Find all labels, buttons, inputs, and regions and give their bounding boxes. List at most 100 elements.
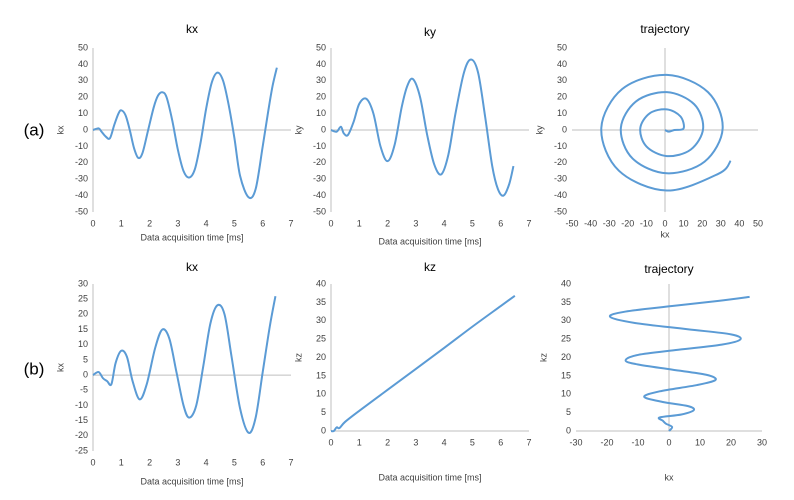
x-tick-label: 6 (498, 437, 503, 447)
y-tick-label: -40 (75, 190, 88, 200)
y-tick-label: 5 (321, 407, 326, 417)
y-tick-label: -20 (313, 157, 326, 167)
x-tick-label: 10 (695, 437, 705, 447)
x-tick-label: 1 (119, 457, 124, 467)
y-tick-label: 0 (562, 124, 567, 134)
chart-title: kz (424, 260, 436, 274)
data-line (600, 73, 732, 192)
x-tick-label: 2 (385, 437, 390, 447)
y-tick-label: 35 (561, 297, 571, 307)
chart-title: trajectory (640, 22, 689, 36)
y-tick-label: 40 (78, 59, 88, 69)
y-tick-label: -40 (313, 190, 326, 200)
x-tick-label: -20 (621, 218, 634, 228)
y-tick-label: -10 (313, 141, 326, 151)
x-tick-label: 4 (442, 218, 447, 228)
x-tick-label: 0 (328, 218, 333, 228)
y-tick-label: 10 (557, 108, 567, 118)
x-tick-label: -10 (640, 218, 653, 228)
x-tick-label: 40 (734, 218, 744, 228)
y-tick-label: 20 (561, 352, 571, 362)
y-tick-label: -25 (75, 445, 88, 455)
x-axis-label: kx (665, 472, 675, 482)
x-tick-label: 0 (90, 457, 95, 467)
y-tick-label: 10 (78, 108, 88, 118)
y-tick-label: 30 (78, 75, 88, 85)
y-tick-label: -5 (80, 385, 88, 395)
y-tick-label: 10 (78, 339, 88, 349)
y-tick-label: 5 (83, 354, 88, 364)
y-axis-label: kx (55, 125, 65, 135)
x-tick-label: -40 (584, 218, 597, 228)
data-line (92, 67, 278, 200)
x-tick-label: 3 (175, 218, 180, 228)
y-tick-label: 0 (83, 369, 88, 379)
x-axis-label: Data acquisition time [ms] (378, 472, 481, 482)
y-tick-label: 40 (561, 278, 571, 288)
y-axis-label: ky (534, 125, 544, 135)
y-tick-label: 15 (78, 324, 88, 334)
y-tick-label: 30 (78, 278, 88, 288)
y-tick-label: 10 (316, 108, 326, 118)
x-tick-label: 0 (328, 437, 333, 447)
x-tick-label: -50 (565, 218, 578, 228)
x-tick-label: 1 (357, 218, 362, 228)
y-tick-label: 20 (316, 352, 326, 362)
x-tick-label: 3 (175, 457, 180, 467)
y-tick-label: -15 (75, 415, 88, 425)
y-tick-label: 10 (316, 389, 326, 399)
y-tick-label: 20 (557, 92, 567, 102)
x-tick-label: 0 (90, 218, 95, 228)
y-tick-label: -10 (75, 400, 88, 410)
data-line (330, 58, 515, 197)
y-tick-label: -20 (75, 430, 88, 440)
chart-title: trajectory (644, 262, 693, 276)
data-line (92, 295, 277, 434)
x-tick-label: 20 (697, 218, 707, 228)
y-tick-label: 0 (321, 425, 326, 435)
x-tick-label: 0 (666, 437, 671, 447)
y-tick-label: 10 (561, 389, 571, 399)
x-axis-label: Data acquisition time [ms] (140, 476, 243, 486)
data-line (608, 295, 750, 432)
x-tick-label: -10 (631, 437, 644, 447)
x-tick-label: -30 (603, 218, 616, 228)
x-tick-label: 2 (385, 218, 390, 228)
x-tick-label: 10 (679, 218, 689, 228)
y-tick-label: 30 (557, 75, 567, 85)
x-tick-label: -30 (569, 437, 582, 447)
x-tick-label: 4 (442, 437, 447, 447)
chart-title: kx (186, 260, 198, 274)
x-tick-label: 1 (119, 218, 124, 228)
panel-label: (b) (24, 359, 45, 378)
x-axis-label: Data acquisition time [ms] (378, 236, 481, 246)
y-tick-label: 20 (78, 92, 88, 102)
x-tick-label: 3 (413, 437, 418, 447)
y-axis-label: kz (538, 353, 548, 363)
y-axis-label: ky (293, 125, 303, 135)
y-tick-label: 0 (83, 124, 88, 134)
y-tick-label: 40 (316, 278, 326, 288)
chart-title: kx (186, 22, 198, 36)
x-tick-label: 3 (413, 218, 418, 228)
x-axis-label: kx (661, 229, 671, 239)
x-tick-label: -20 (600, 437, 613, 447)
chart-title: ky (424, 25, 436, 39)
y-tick-label: -10 (554, 141, 567, 151)
x-tick-label: 30 (757, 437, 767, 447)
y-tick-label: -50 (554, 206, 567, 216)
y-tick-label: 25 (561, 334, 571, 344)
x-tick-label: 7 (288, 218, 293, 228)
x-tick-label: 5 (232, 218, 237, 228)
y-tick-label: 40 (316, 59, 326, 69)
y-tick-label: 30 (316, 75, 326, 85)
y-tick-label: 0 (566, 425, 571, 435)
x-tick-label: 5 (470, 218, 475, 228)
panel-label: (a) (24, 120, 45, 139)
x-tick-label: 6 (498, 218, 503, 228)
data-line (330, 294, 516, 433)
y-tick-label: -20 (554, 157, 567, 167)
y-tick-label: 50 (78, 42, 88, 52)
y-tick-label: -50 (75, 206, 88, 216)
x-tick-label: 4 (204, 457, 209, 467)
